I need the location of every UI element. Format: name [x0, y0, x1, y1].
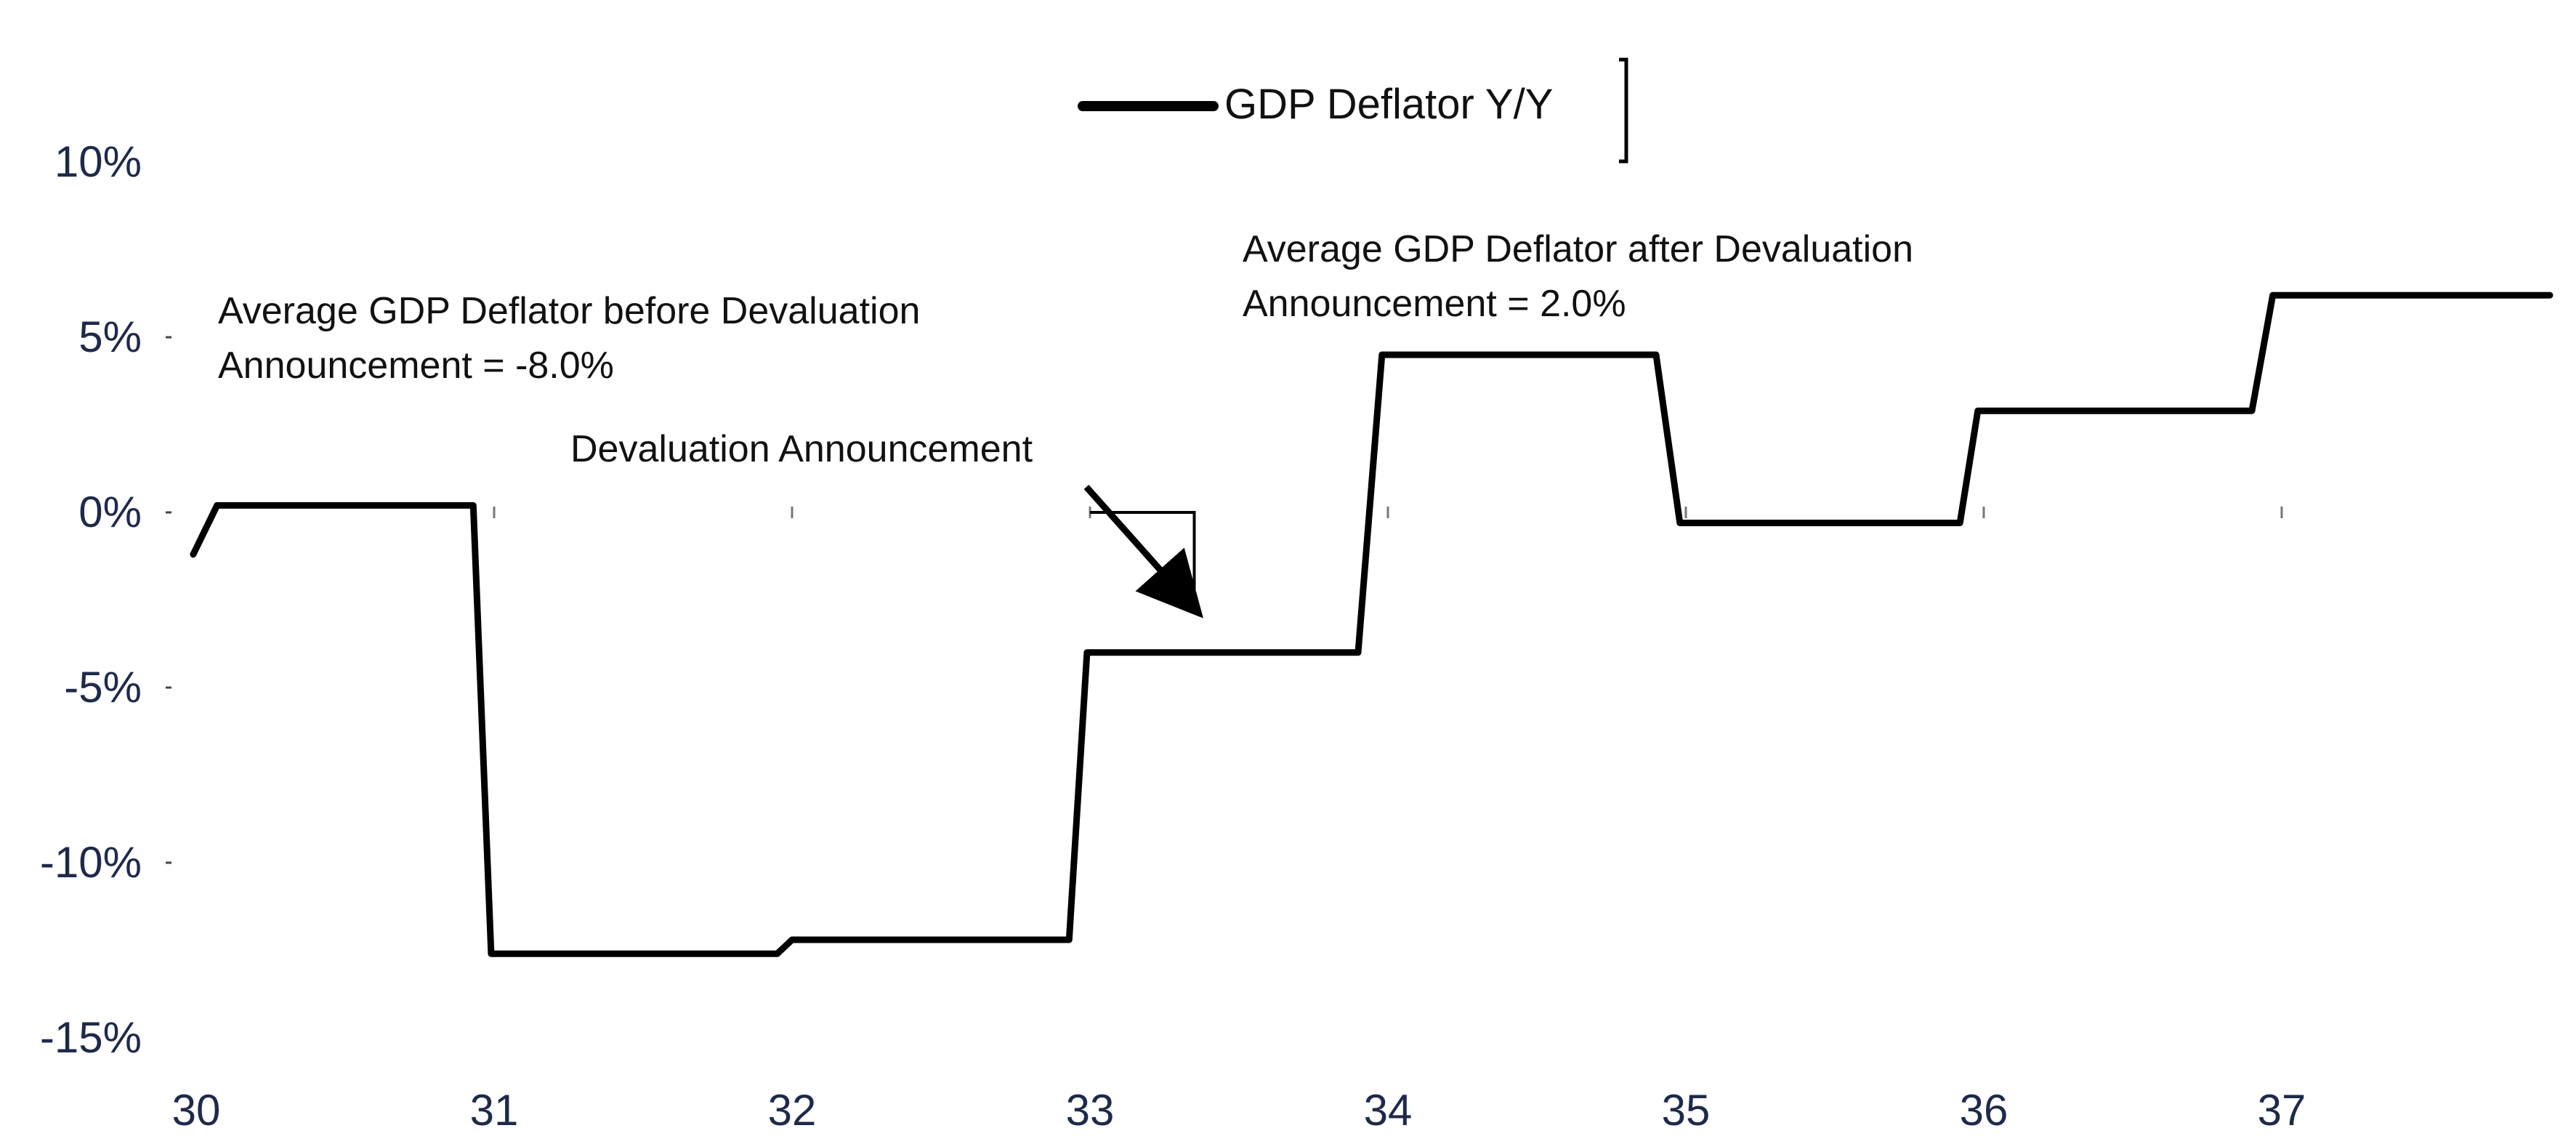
devaluation-arrow: [1083, 485, 1203, 619]
annotation-avg-after: Announcement = 2.0%: [1243, 283, 1626, 325]
annotation-avg-after: Average GDP Deflator after Devaluation: [1243, 228, 1913, 270]
annotation-avg-before: Average GDP Deflator before Devaluation: [218, 290, 920, 332]
y-tick-label: 5%: [78, 313, 142, 361]
annotation-layer: Average GDP Deflator before Devaluation A…: [218, 228, 1913, 619]
series-line-gdp-deflator: [190, 291, 2553, 957]
devaluation-marker: [1090, 511, 1196, 604]
x-tick-label: 35: [1662, 1086, 1711, 1135]
legend: GDP Deflator Y/Y: [1078, 57, 1628, 164]
x-tick-label: 32: [768, 1086, 817, 1135]
x-tick-label: 36: [1960, 1086, 2008, 1135]
x-axis: 30 31 32 33 34 35 36 37: [172, 507, 2306, 1135]
legend-label: GDP Deflator Y/Y: [1224, 81, 1553, 128]
y-axis: 10% 5% 0% -5% -10% -15%: [40, 137, 171, 1062]
y-tick-label: 10%: [54, 137, 142, 186]
legend-bracket: [1619, 57, 1628, 164]
x-tick-label: 30: [172, 1086, 221, 1135]
annotation-avg-before: Announcement = -8.0%: [218, 345, 614, 387]
x-tick-label: 33: [1066, 1086, 1115, 1135]
series-layer: [190, 291, 2553, 957]
x-tick-label: 31: [470, 1086, 519, 1135]
y-tick-label: 0%: [78, 488, 142, 536]
y-tick-label: -15%: [40, 1013, 142, 1062]
y-tick-label: -10%: [40, 838, 142, 887]
x-tick-label: 34: [1364, 1086, 1413, 1135]
x-tick-label: 37: [2258, 1086, 2306, 1135]
y-tick-label: -5%: [64, 663, 142, 712]
annotation-devaluation: Devaluation Announcement: [570, 428, 1033, 470]
